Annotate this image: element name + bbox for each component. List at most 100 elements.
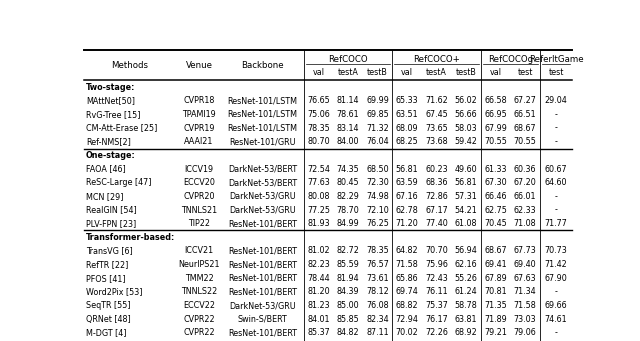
Text: 66.46: 66.46: [484, 192, 507, 201]
Text: 84.82: 84.82: [337, 328, 359, 337]
Text: 71.20: 71.20: [396, 219, 419, 228]
Text: testB: testB: [456, 68, 477, 77]
Text: ResNet-101/BERT: ResNet-101/BERT: [228, 260, 297, 269]
Text: DarkNet-53/GRU: DarkNet-53/GRU: [229, 192, 296, 201]
Text: 77.63: 77.63: [307, 178, 330, 187]
Text: TIP22: TIP22: [188, 219, 210, 228]
Text: 81.94: 81.94: [337, 274, 359, 283]
Text: 66.51: 66.51: [514, 110, 536, 119]
Text: 66.58: 66.58: [484, 96, 507, 105]
Text: 59.42: 59.42: [454, 137, 477, 146]
Text: CVPR22: CVPR22: [183, 328, 215, 337]
Text: ReSC-Large [47]: ReSC-Large [47]: [86, 178, 152, 187]
Text: RealGIN [54]: RealGIN [54]: [86, 206, 137, 214]
Text: -: -: [554, 192, 557, 201]
Text: TPAMI19: TPAMI19: [182, 110, 216, 119]
Text: -: -: [554, 123, 557, 133]
Text: TNNLS21: TNNLS21: [181, 206, 217, 214]
Text: 70.55: 70.55: [514, 137, 536, 146]
Text: RefCOCO: RefCOCO: [328, 55, 368, 64]
Text: PLV-FPN [23]: PLV-FPN [23]: [86, 219, 136, 228]
Text: TNNLS22: TNNLS22: [181, 287, 217, 296]
Text: 73.68: 73.68: [425, 137, 448, 146]
Text: 72.26: 72.26: [425, 328, 448, 337]
Text: 70.73: 70.73: [545, 247, 567, 255]
Text: CVPR18: CVPR18: [183, 96, 214, 105]
Text: RvG-Tree [15]: RvG-Tree [15]: [86, 110, 140, 119]
Text: 84.00: 84.00: [337, 137, 359, 146]
Text: 71.42: 71.42: [545, 260, 567, 269]
Text: 71.58: 71.58: [396, 260, 419, 269]
Text: AAAI21: AAAI21: [184, 137, 214, 146]
Text: ResNet-101/LSTM: ResNet-101/LSTM: [228, 123, 298, 133]
Text: 72.10: 72.10: [366, 206, 389, 214]
Text: ResNet-101/LSTM: ResNet-101/LSTM: [228, 110, 298, 119]
Text: 63.59: 63.59: [396, 178, 419, 187]
Text: Word2Pix [53]: Word2Pix [53]: [86, 287, 143, 296]
Text: 78.35: 78.35: [366, 247, 389, 255]
Text: -: -: [554, 110, 557, 119]
Text: ICCV19: ICCV19: [184, 165, 214, 174]
Text: 76.57: 76.57: [366, 260, 389, 269]
Text: 67.27: 67.27: [514, 96, 536, 105]
Text: 82.23: 82.23: [307, 260, 330, 269]
Text: 80.70: 80.70: [307, 137, 330, 146]
Text: 76.04: 76.04: [366, 137, 388, 146]
Text: 75.96: 75.96: [425, 260, 448, 269]
Text: 68.67: 68.67: [484, 247, 507, 255]
Text: ResNet-101/LSTM: ResNet-101/LSTM: [228, 96, 298, 105]
Text: 55.26: 55.26: [454, 274, 477, 283]
Text: DarkNet-53/BERT: DarkNet-53/BERT: [228, 165, 298, 174]
Text: 67.99: 67.99: [484, 123, 507, 133]
Text: 82.72: 82.72: [337, 247, 360, 255]
Text: 73.03: 73.03: [514, 315, 536, 324]
Text: 56.02: 56.02: [454, 96, 477, 105]
Text: DarkNet-53/BERT: DarkNet-53/BERT: [228, 178, 298, 187]
Text: 68.25: 68.25: [396, 137, 419, 146]
Text: Venue: Venue: [186, 61, 212, 70]
Text: 64.60: 64.60: [545, 178, 567, 187]
Text: 85.00: 85.00: [337, 301, 359, 310]
Text: ICCV21: ICCV21: [184, 247, 214, 255]
Text: 71.08: 71.08: [514, 219, 536, 228]
Text: 76.11: 76.11: [425, 287, 448, 296]
Text: One-stage:: One-stage:: [86, 151, 136, 160]
Text: RefCOCOg: RefCOCOg: [488, 55, 533, 64]
Text: val: val: [312, 68, 324, 77]
Text: 85.85: 85.85: [337, 315, 359, 324]
Text: ReferItGame: ReferItGame: [529, 55, 583, 64]
Text: 76.17: 76.17: [425, 315, 448, 324]
Text: 69.41: 69.41: [484, 260, 507, 269]
Text: CM-Att-Erase [25]: CM-Att-Erase [25]: [86, 123, 157, 133]
Text: Methods: Methods: [111, 61, 148, 70]
Text: 78.44: 78.44: [307, 274, 330, 283]
Text: 62.33: 62.33: [514, 206, 536, 214]
Text: 71.34: 71.34: [514, 287, 536, 296]
Text: -: -: [554, 328, 557, 337]
Text: ResNet-101/BERT: ResNet-101/BERT: [228, 328, 297, 337]
Text: 62.78: 62.78: [396, 206, 419, 214]
Text: 85.59: 85.59: [337, 260, 360, 269]
Text: 82.34: 82.34: [366, 315, 388, 324]
Text: 72.54: 72.54: [307, 165, 330, 174]
Text: CVPR20: CVPR20: [183, 192, 215, 201]
Text: 76.08: 76.08: [366, 301, 388, 310]
Text: 74.98: 74.98: [366, 192, 389, 201]
Text: 81.02: 81.02: [307, 247, 330, 255]
Text: 84.39: 84.39: [337, 287, 359, 296]
Text: 72.94: 72.94: [396, 315, 419, 324]
Text: 69.85: 69.85: [366, 110, 389, 119]
Text: MAttNet[50]: MAttNet[50]: [86, 96, 135, 105]
Text: ResNet-101/BERT: ResNet-101/BERT: [228, 287, 297, 296]
Text: ECCV22: ECCV22: [183, 301, 215, 310]
Text: 61.33: 61.33: [484, 165, 507, 174]
Text: 78.12: 78.12: [366, 287, 389, 296]
Text: 80.45: 80.45: [337, 178, 359, 187]
Text: 29.04: 29.04: [545, 96, 567, 105]
Text: 74.61: 74.61: [545, 315, 567, 324]
Text: testB: testB: [367, 68, 388, 77]
Text: ResNet-101/BERT: ResNet-101/BERT: [228, 219, 297, 228]
Text: 63.81: 63.81: [455, 315, 477, 324]
Text: CVPR19: CVPR19: [183, 123, 215, 133]
Text: 78.61: 78.61: [337, 110, 359, 119]
